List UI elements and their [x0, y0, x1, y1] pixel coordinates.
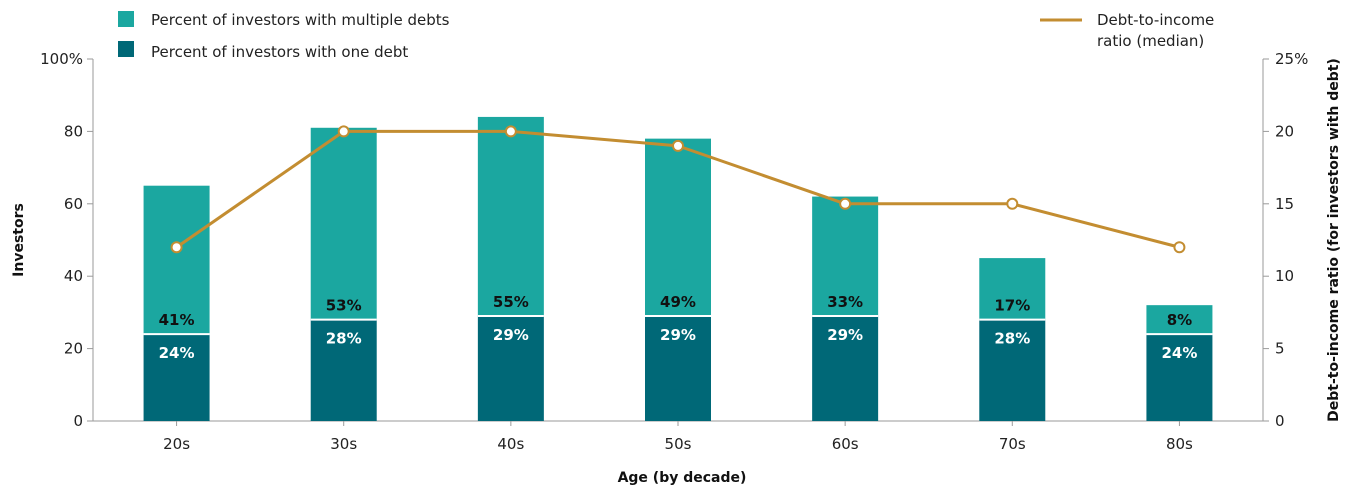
y-left-tick-label: 0 [73, 412, 83, 430]
data-label-multiple-debts: 33% [827, 293, 863, 311]
line-point-debt-to-income [1006, 197, 1019, 210]
x-tick-label: 70s [999, 435, 1026, 453]
bar-multiple-debts [812, 196, 879, 317]
y-right-tick-label: 20 [1275, 122, 1294, 140]
legend-label-dti-line-1: Debt-to-income [1097, 11, 1214, 29]
legend: Percent of investors with multiple debts… [118, 11, 1214, 61]
bar-multiple-debts [310, 127, 377, 320]
data-label-one-debt: 28% [326, 330, 362, 348]
y-right-tick-label: 5 [1275, 340, 1285, 358]
legend-label-multiple-debts: Percent of investors with multiple debts [151, 11, 450, 29]
data-label-multiple-debts: 41% [159, 311, 195, 329]
bar-one-debt [477, 316, 544, 421]
line-point-debt-to-income [170, 241, 183, 254]
bar-one-debt [979, 319, 1046, 421]
legend-label-one-debt: Percent of investors with one debt [151, 43, 408, 61]
line-point-debt-to-income [672, 139, 684, 152]
bar-multiple-debts [477, 116, 544, 317]
data-label-multiple-debts: 53% [326, 297, 362, 315]
line-point-debt-to-income [839, 197, 852, 210]
data-label-one-debt: 28% [994, 330, 1030, 348]
x-tick-label: 60s [832, 435, 859, 453]
x-axis-title: Age (by decade) [618, 470, 747, 486]
x-tick-label: 30s [330, 435, 357, 453]
y-left-tick-label: 40 [64, 267, 83, 285]
bar-multiple-debts [1146, 305, 1213, 335]
legend-label-dti-line-2: ratio (median) [1097, 32, 1204, 50]
bar-one-debt [310, 319, 377, 421]
x-tick-label: 40s [497, 435, 524, 453]
x-tick-label: 50s [665, 435, 692, 453]
x-tick-label: 80s [1166, 435, 1193, 453]
y-axis-title-right: Debt-to-income ratio (for investors with… [1326, 58, 1342, 422]
data-label-one-debt: 24% [1161, 344, 1197, 362]
data-label-multiple-debts: 8% [1167, 311, 1192, 329]
data-label-one-debt: 29% [827, 326, 863, 344]
y-right-tick-label: 15 [1275, 195, 1294, 213]
line-point-debt-to-income [337, 125, 350, 138]
data-label-one-debt: 29% [660, 326, 696, 344]
data-label-multiple-debts: 17% [994, 297, 1030, 315]
plot-area: 0 20 40 60 80 100% 0 5 10 15 20 25% 41% 24% 20s 53% 28% 3… [40, 50, 1308, 453]
y-right-tick-label: 0 [1275, 412, 1285, 430]
bar-multiple-debts [143, 185, 210, 335]
y-right-tick-label: 10 [1275, 267, 1294, 285]
bar-multiple-debts [645, 138, 711, 317]
y-left-tick-label: 100% [40, 50, 83, 68]
y-left-tick-label: 60 [64, 195, 83, 213]
data-label-multiple-debts: 55% [493, 293, 529, 311]
bar-multiple-debts [979, 258, 1046, 320]
legend-swatch-multiple-debts [118, 11, 134, 27]
line-point-debt-to-income [1173, 241, 1186, 254]
x-tick-label: 20s [163, 435, 190, 453]
line-point-debt-to-income [504, 125, 517, 138]
bar-one-debt [1146, 334, 1213, 421]
data-label-one-debt: 24% [159, 344, 195, 362]
y-left-tick-label: 80 [64, 122, 83, 140]
y-left-tick-label: 20 [64, 340, 83, 358]
y-axis-title-left: Investors [11, 203, 27, 277]
bar-one-debt [143, 334, 210, 421]
data-label-one-debt: 29% [493, 326, 529, 344]
bar-one-debt [812, 316, 879, 421]
y-right-tick-label: 25% [1275, 50, 1308, 68]
legend-swatch-one-debt [118, 41, 134, 57]
bar-one-debt [645, 316, 711, 421]
data-label-multiple-debts: 49% [660, 293, 696, 311]
